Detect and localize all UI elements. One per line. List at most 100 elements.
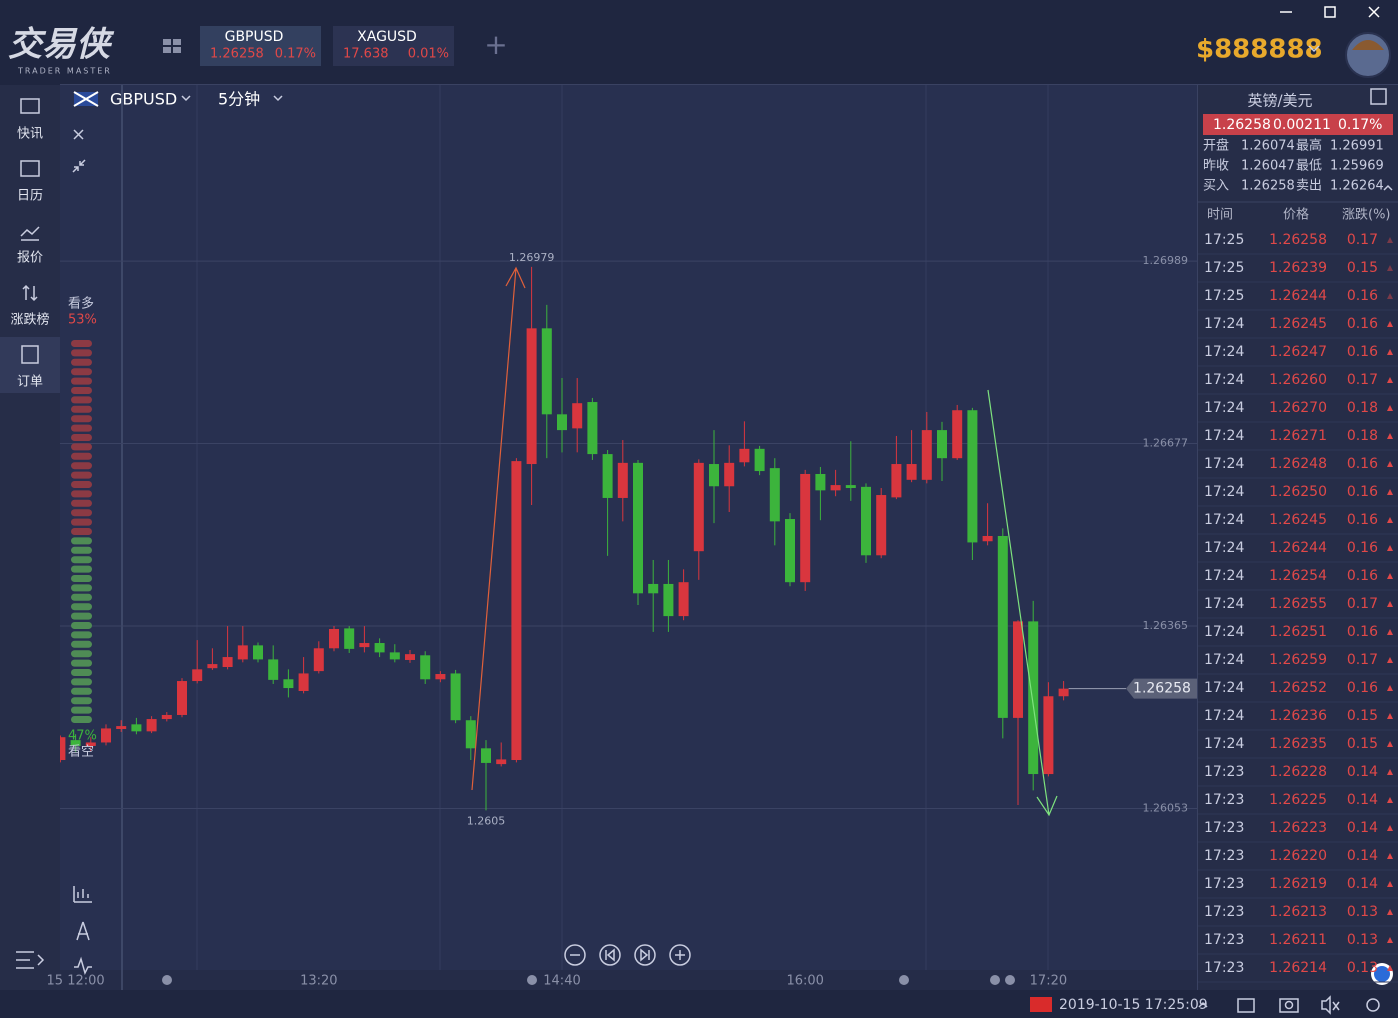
stat-value: 1.26074 — [1241, 139, 1295, 154]
tick-change: 0.15 — [1347, 708, 1378, 724]
stat-label: 开盘 — [1203, 138, 1229, 154]
sentiment-segment — [71, 687, 92, 695]
candle-body — [830, 485, 841, 491]
tick-change: 0.14 — [1347, 876, 1378, 892]
candle-body — [405, 654, 415, 660]
wave-tool[interactable] — [74, 956, 92, 976]
candle-body — [389, 652, 400, 660]
candle-body — [815, 473, 826, 491]
chevron — [181, 95, 191, 102]
tick-time: 17:24 — [1204, 596, 1244, 612]
sentiment-segment — [71, 537, 92, 545]
sidebar-item[interactable]: 报价 — [17, 251, 43, 266]
tick-time: 17:23 — [1204, 876, 1244, 892]
sentiment-segment — [71, 546, 92, 554]
candle-body — [207, 664, 218, 669]
tab-price: 1.26258 — [210, 47, 264, 62]
quote-change-pct: 0.17% — [1338, 117, 1382, 133]
x-tick-label: 14:40 — [543, 974, 580, 989]
close-chart[interactable] — [73, 129, 84, 140]
tick-price: 1.26250 — [1269, 484, 1327, 500]
tick-price: 1.26235 — [1269, 736, 1327, 752]
tick-price: 1.26220 — [1269, 848, 1327, 864]
screenshot[interactable] — [1279, 998, 1299, 1013]
up-arrow — [1387, 517, 1393, 523]
candle-body — [982, 535, 993, 542]
forward[interactable] — [634, 944, 656, 966]
up-arrow — [1387, 657, 1393, 663]
up-arrow — [1387, 825, 1393, 831]
shrink[interactable] — [72, 159, 86, 173]
panel-toggle[interactable] — [1370, 88, 1387, 105]
avatar[interactable] — [1345, 32, 1391, 78]
layout-icon[interactable] — [163, 39, 181, 53]
collapse[interactable] — [1383, 184, 1393, 191]
sidebar-item[interactable]: 日历 — [17, 189, 43, 204]
maximize[interactable] — [1324, 6, 1336, 18]
tick-price: 1.26219 — [1269, 876, 1327, 892]
sentiment-segment — [71, 612, 92, 620]
zoom-out[interactable] — [564, 944, 586, 966]
menu[interactable] — [16, 951, 45, 969]
indicator-tool[interactable] — [73, 886, 92, 903]
chart-period[interactable]: 5分钟 — [218, 90, 260, 109]
draw-tool[interactable] — [76, 921, 90, 941]
sentiment-segment — [71, 593, 92, 601]
up-arrow — [1387, 741, 1393, 747]
tick-time: 17:24 — [1204, 680, 1244, 696]
candle-body — [1013, 621, 1023, 718]
avatar-hat — [1352, 40, 1384, 50]
sentiment-segment — [71, 650, 92, 658]
tick-price: 1.26254 — [1269, 568, 1327, 584]
tick-change: 0.14 — [1347, 848, 1378, 864]
sentiment-segment — [71, 659, 92, 667]
y-tick-label: 1.26677 — [1143, 437, 1189, 450]
candle-body — [617, 462, 628, 498]
sidebar-item[interactable]: 涨跌榜 — [10, 312, 49, 328]
chart-symbol[interactable]: GBPUSD — [110, 90, 177, 109]
candle-body — [131, 724, 142, 732]
axis-dots — [162, 975, 1015, 985]
tab-symbol: XAGUSD — [357, 29, 417, 45]
tick-price: 1.26223 — [1269, 820, 1327, 836]
flag-cross — [73, 91, 99, 107]
tab[interactable] — [200, 26, 321, 66]
candle-body — [359, 643, 370, 648]
mute[interactable] — [1321, 995, 1340, 1015]
close[interactable] — [1368, 6, 1380, 18]
column-header: 时间 — [1207, 208, 1233, 223]
tick-price: 1.26255 — [1269, 596, 1327, 612]
candle-body — [785, 519, 795, 583]
tick-time: 17:24 — [1204, 372, 1244, 388]
settings[interactable] — [1366, 998, 1380, 1012]
sidebar-item[interactable]: 快讯 — [17, 127, 43, 142]
tick-change: 0.16 — [1347, 680, 1378, 696]
sidebar-item[interactable]: 订单 — [17, 375, 43, 390]
tick-time: 17:23 — [1204, 792, 1244, 808]
back[interactable] — [599, 944, 621, 966]
tick-price: 1.26258 — [1269, 232, 1327, 248]
candle-body — [313, 648, 324, 672]
up-arrow — [1387, 545, 1393, 551]
zoom-in[interactable] — [669, 944, 691, 966]
sentiment-segment — [71, 499, 92, 507]
stat-label: 最低 — [1296, 159, 1322, 174]
stat-value: 1.25969 — [1330, 159, 1384, 174]
up-arrow — [1387, 293, 1393, 299]
sentiment-segment — [71, 405, 92, 413]
up-arrow — [1387, 881, 1393, 887]
sentiment-segment — [71, 518, 92, 526]
balance[interactable]: $888888 — [1196, 35, 1323, 65]
window-icon[interactable] — [1237, 998, 1255, 1013]
add-tab[interactable]: + — [484, 28, 507, 61]
y-tick-label: 1.26989 — [1143, 254, 1189, 267]
tab[interactable] — [333, 26, 454, 66]
tick-change: 0.16 — [1347, 316, 1378, 332]
tick-time: 17:24 — [1204, 456, 1244, 472]
candle-body — [177, 681, 187, 715]
quote-change: 0.00211 — [1273, 117, 1331, 133]
sentiment-segment — [71, 340, 92, 347]
up-arrow — [1387, 433, 1393, 439]
tick-price: 1.26271 — [1269, 428, 1327, 444]
